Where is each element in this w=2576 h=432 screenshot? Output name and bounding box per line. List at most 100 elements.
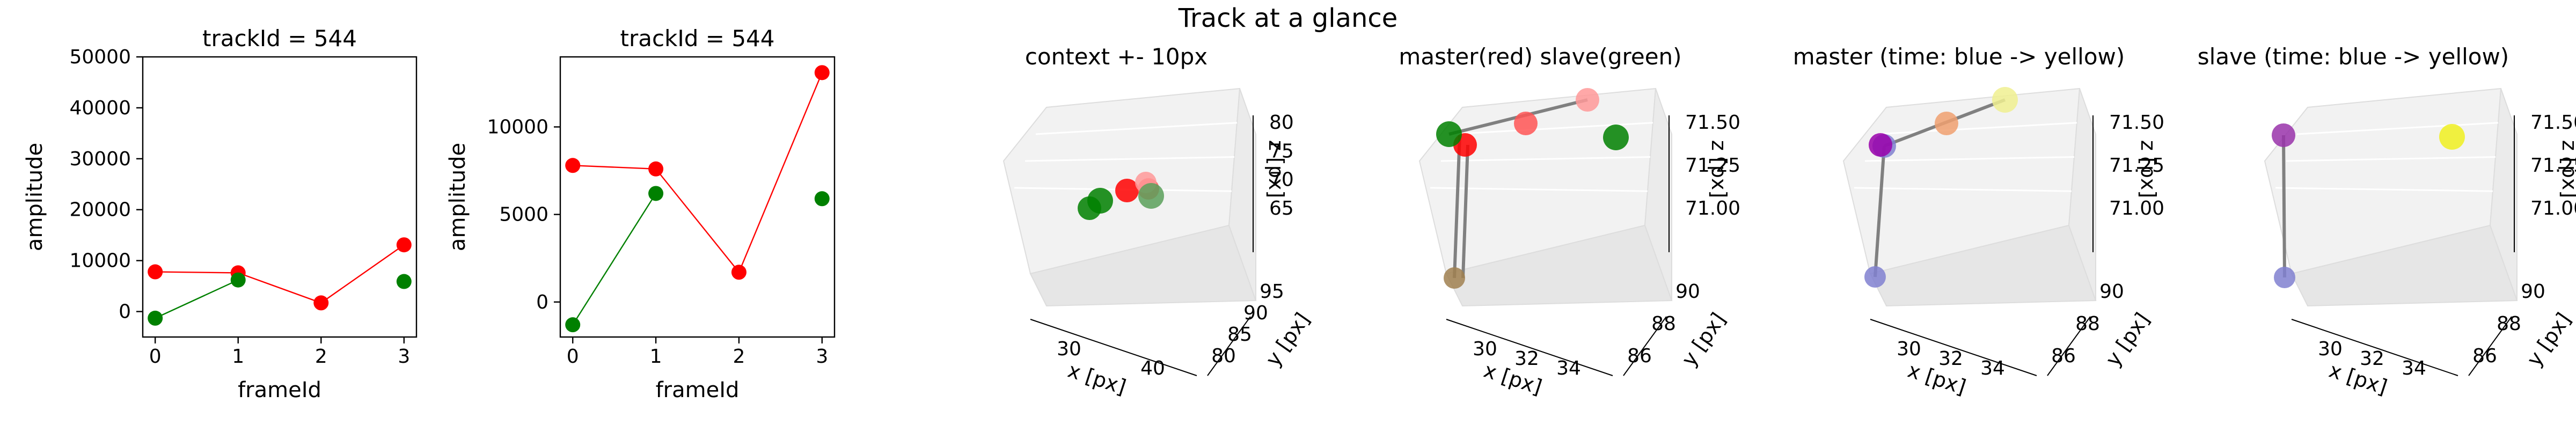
x-tick-label: 30 [1473,338,1497,360]
pane-side [1228,88,1256,301]
pane-side [2489,88,2518,301]
z-axis-label: z [px] [1707,140,1731,198]
chart-title: master (time: blue -> yellow) [1793,43,2125,70]
data-point [396,237,412,253]
z-tick-label: 65 [1269,197,1294,219]
x-tick-label: 30 [1057,338,1081,360]
grid-line [1854,187,2072,192]
x-axis-label: x [px] [1065,358,1129,399]
x-axis-label: frameId [656,378,740,402]
x-tick-label: 1 [232,346,244,368]
chart-title: slave (time: blue -> yellow) [2198,43,2509,70]
z-axis-label: z [px] [2136,140,2160,198]
x-tick-label: 30 [2318,338,2343,360]
data-point [1869,133,1892,157]
plot-frame [142,56,418,338]
z-axis-label: z [px] [2558,140,2576,198]
data-point [1514,112,1538,135]
chart-2d-1: trackId = 544 0 1 2 3 0 10000 20000 30000 40000 50… [23,25,418,402]
track-line [2282,135,2286,278]
data-point [2439,124,2465,150]
data-point [565,317,581,333]
y-tick-label: 5000 [499,204,548,226]
data-point [1935,112,1958,135]
grid-line [2296,122,2499,135]
chart-title: trackId = 544 [202,25,357,52]
pane-side [2068,88,2096,301]
y-tick-label: 80 [1211,345,1236,367]
x-tick-label: 30 [1897,338,1921,360]
x-tick-label: 2 [315,346,327,368]
data-point [814,191,830,207]
z-tick-label: 71.00 [2109,197,2164,219]
x-tick-label: 3 [816,346,828,368]
z-tick-label: 80 [1269,112,1294,134]
track-line [1461,144,1469,279]
x-tick-label: 34 [2402,357,2426,379]
y-tick-label: 88 [1651,313,1676,335]
series-line [155,244,405,304]
z-tick-label: 71.00 [1685,197,1740,219]
x-tick-label: 34 [1980,357,2005,379]
x-axis-line [1030,319,1197,376]
x-axis-line [2291,319,2458,376]
y-axis-line [1207,316,1251,376]
z-tick-label: 71.00 [2530,197,2576,219]
y-tick-label: 30000 [69,148,131,170]
x-axis-line [1870,319,2037,376]
y-tick-label: 0 [536,291,548,313]
z-tick-label: 71.25 [1685,155,1740,177]
x-tick-label: 0 [567,346,579,368]
y-tick-label: 88 [2497,313,2521,335]
chart-2d-2: trackId = 544 0 1 2 3 0 5000 10000 frameId amplit… [445,25,836,402]
chart-3d-master-time: master (time: blue -> yellow) 30 32 34 86 88 9… [1793,43,2164,399]
data-point [148,310,163,326]
data-point [1138,183,1164,209]
track-line [1453,135,1461,279]
y-axis-line [2468,316,2512,376]
series-line [573,72,823,274]
data-point [565,158,581,173]
z-tick-label: 75 [1269,140,1294,162]
grid-line [2286,156,2496,162]
y-tick-label: 95 [1260,281,1284,303]
z-tick-label: 70 [1269,169,1294,191]
data-point [1576,88,1599,112]
grid-line [2275,187,2493,192]
z-tick-label: 71.25 [2109,155,2164,177]
y-tick-label: 90 [2099,281,2124,303]
y-tick-label: 20000 [69,199,131,221]
y-tick-label: 86 [2472,345,2497,367]
data-point [148,264,163,280]
data-point [1115,179,1139,202]
y-tick-label: 88 [2075,313,2100,335]
data-point [648,186,664,201]
grid-line [1440,156,1651,162]
series-line [572,193,657,325]
x-tick-label: 2 [733,346,745,368]
y-tick-label: 40000 [69,97,131,119]
data-point [814,65,830,80]
chart-title: master(red) slave(green) [1399,43,1681,70]
figure-suptitle: Track at a glance [1178,3,1398,33]
y-tick-label: 85 [1227,324,1252,346]
data-point [313,295,329,311]
y-axis-label: y [px] [2522,309,2576,371]
y-axis-label: y [px] [2101,309,2155,371]
data-point [2272,123,2295,147]
data-point [1992,87,2018,113]
data-point [1078,196,1101,220]
plot-frame [559,56,836,338]
y-axis-label: y [px] [1677,309,1731,371]
chart-3d-master-slave: master(red) slave(green) 30 32 34 86 88 90 71.0… [1399,43,1740,399]
z-axis-label: z [px] [1264,140,1288,198]
y-axis-label: y [px] [1261,309,1315,371]
series-line [155,279,239,319]
grid-line [1451,122,1653,135]
y-axis-line [1623,316,1667,376]
data-point [1603,125,1629,150]
y-axis-line [2047,316,2091,376]
x-axis-line [1446,319,1613,376]
